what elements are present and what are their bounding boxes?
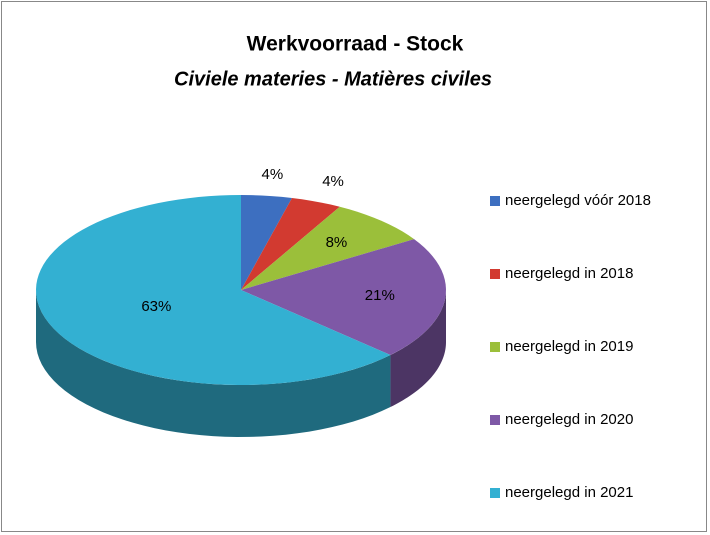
slice <box>241 239 446 356</box>
legend-swatch <box>490 415 500 425</box>
legend-swatch <box>490 196 500 206</box>
legend-label: neergelegd in 2020 <box>505 411 633 428</box>
data-label: 4% <box>262 166 284 183</box>
slice-side <box>390 290 446 408</box>
data-label: 4% <box>322 173 344 190</box>
chart-title: Werkvoorraad - Stock <box>247 33 464 56</box>
data-label: 63% <box>141 298 171 315</box>
legend-label: neergelegd in 2021 <box>505 484 633 501</box>
legend-label: neergelegd in 2019 <box>505 338 633 355</box>
data-label: 8% <box>326 234 348 251</box>
data-label: 21% <box>365 287 395 304</box>
legend-label: neergelegd vóór 2018 <box>505 192 651 209</box>
legend-label: neergelegd in 2018 <box>505 265 633 282</box>
legend-swatch <box>490 269 500 279</box>
chart-subtitle: Civiele materies - Matières civiles <box>174 68 492 90</box>
slice-side <box>36 290 391 437</box>
slice <box>241 206 415 290</box>
slice <box>241 195 292 290</box>
slice <box>241 197 340 290</box>
legend-swatch <box>490 488 500 498</box>
legend-swatch <box>490 342 500 352</box>
slice <box>36 195 391 385</box>
